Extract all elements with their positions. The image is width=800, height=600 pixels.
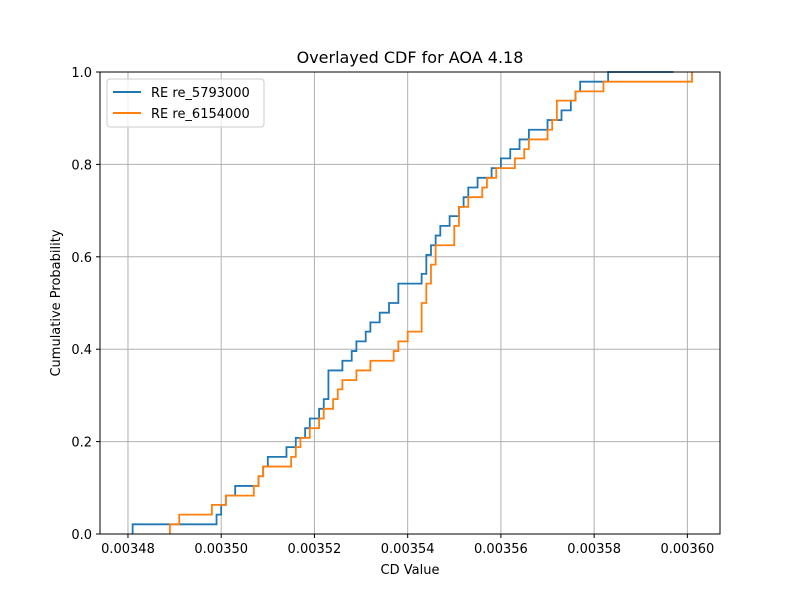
x-tick-label: 0.00356 (474, 542, 528, 557)
x-tick-label: 0.00352 (288, 542, 342, 557)
y-tick-label: 0.2 (71, 436, 92, 451)
y-tick-label: 0.0 (71, 528, 92, 543)
series-line-2 (169, 72, 693, 534)
x-tick-label: 0.00354 (381, 542, 435, 557)
y-tick-label: 1.0 (71, 66, 92, 81)
y-tick-label: 0.4 (71, 343, 92, 358)
y-axis-label: Cumulative Probability (49, 229, 64, 376)
legend: RE re_5793000 RE re_6154000 (106, 78, 265, 128)
y-tick-label: 0.6 (71, 251, 92, 266)
x-tick-label: 0.00358 (567, 542, 621, 557)
y-tick-label: 0.8 (71, 158, 92, 173)
legend-label-series-2: RE re_6154000 (151, 107, 250, 122)
x-tick-label: 0.00348 (101, 542, 155, 557)
series-layer (131, 71, 693, 534)
chart-title: Overlayed CDF for AOA 4.18 (297, 48, 524, 67)
x-tick-label: 0.00360 (660, 542, 714, 557)
x-tick-label: 0.00350 (194, 542, 248, 557)
plot-frame (99, 71, 721, 535)
legend-label-series-1: RE re_5793000 (151, 86, 250, 101)
legend-box (106, 78, 265, 128)
series-line-1 (131, 71, 674, 534)
x-axis: 0.00348 0.00350 0.00352 0.00354 0.00356 0.003… (101, 534, 714, 557)
y-axis: 0.0 0.2 0.4 0.6 0.8 1.0 (71, 66, 100, 543)
x-axis-label: CD Value (381, 563, 440, 578)
